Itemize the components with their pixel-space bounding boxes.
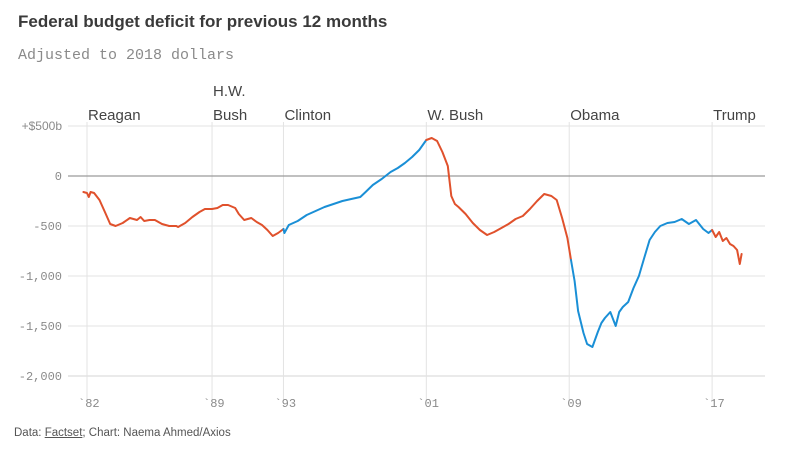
y-tick-label: -500 [33,220,62,234]
president-label: Obama [570,107,620,124]
source-prefix: Data: [14,427,45,439]
x-tick-label: `09 [560,397,582,411]
president-label: Reagan [88,107,141,124]
x-axis-labels: `82 `89 `93 `01 `09 `17 [78,397,725,411]
y-tick-label: -2,000 [19,370,62,384]
horizontal-gridlines [68,125,765,377]
x-tick-label: `89 [203,397,225,411]
vertical-gridlines [86,122,713,400]
series-line-reagan-h-w-bush [82,191,285,237]
y-tick-label: -1,500 [19,320,62,334]
y-tick-label: -1,000 [19,270,62,284]
source-credit: Data: Factset; Chart: Naema Ahmed/Axios [14,427,231,439]
president-label: H.W. [213,83,246,100]
chart-credit: ; Chart: Naema Ahmed/Axios [82,427,231,439]
series-line-w-bush [425,137,572,261]
y-axis-labels: +$500b 0 -500 -1,000 -1,500 -2,000 [19,119,63,384]
x-tick-label: `17 [703,397,725,411]
president-label: W. Bush [427,107,483,124]
president-label: Bush [213,107,247,124]
president-label: Clinton [284,107,331,124]
y-tick-label: 0 [55,170,62,184]
chart-subtitle: Adjusted to 2018 dollars [18,47,235,64]
x-tick-label: `01 [417,397,439,411]
president-label: Trump [713,107,756,124]
chart-title: Federal budget deficit for previous 12 m… [18,12,388,31]
factset-link[interactable]: Factset [44,427,83,439]
series-line-trump [711,229,743,265]
president-labels: Reagan H.W. Bush Clinton W. Bush Obama Trump [88,83,756,124]
series-line-clinton [282,139,428,234]
y-tick-label: +$500b [22,119,63,133]
x-tick-label: `93 [274,397,296,411]
series-line-obama [570,218,714,348]
x-tick-label: `82 [78,397,100,411]
data-lines [82,137,743,348]
